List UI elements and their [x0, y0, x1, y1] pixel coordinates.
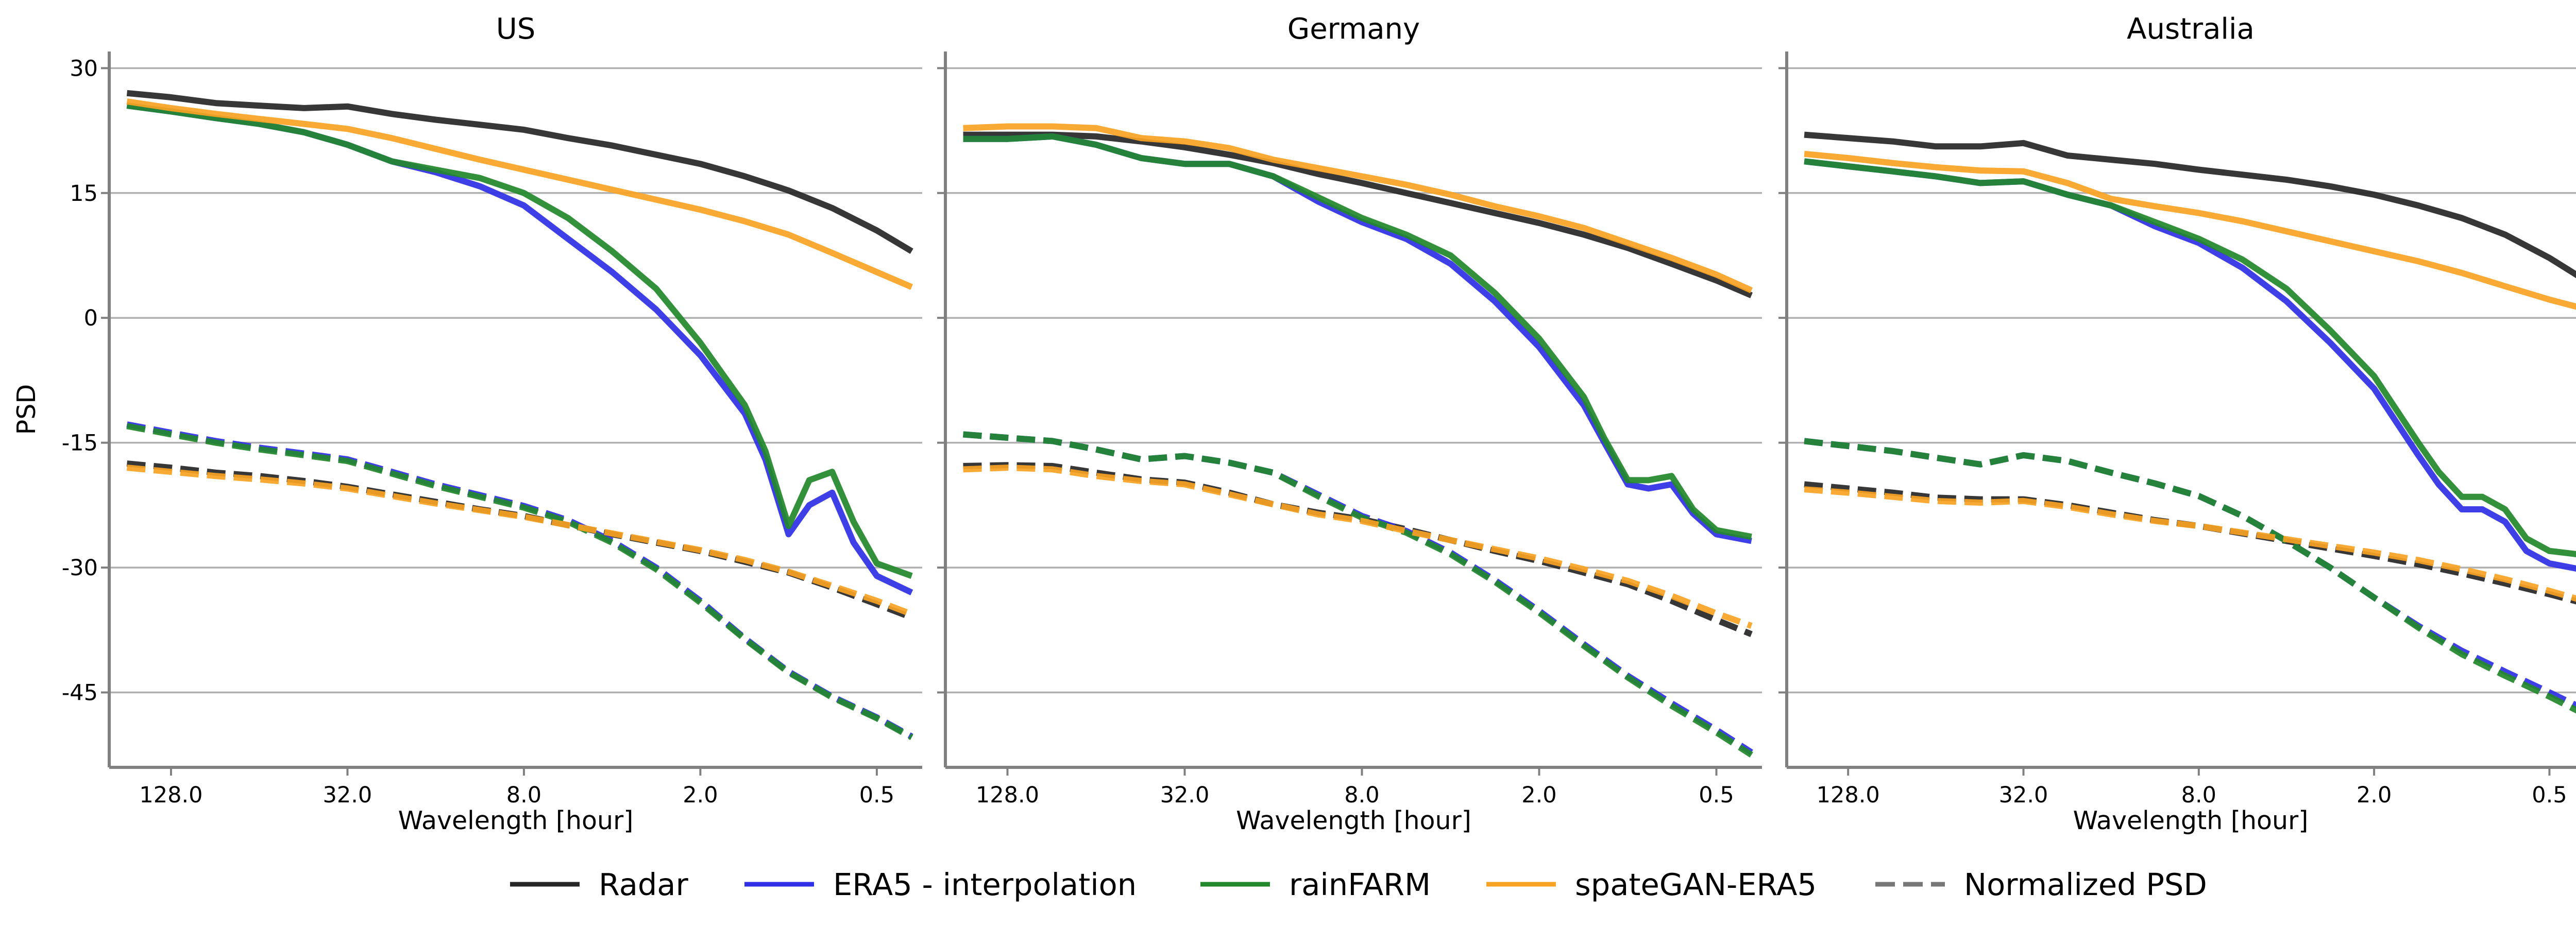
y-tick-label: -15	[62, 431, 98, 456]
legend-entry-radar: Radar	[510, 867, 688, 902]
y-tick-label: -45	[62, 680, 98, 706]
panel-title: US	[496, 12, 536, 46]
x-tick-label: 128.0	[976, 782, 1039, 808]
series-group	[1804, 131, 2576, 714]
y-axis-label: PSD	[12, 384, 41, 435]
panel-title: Australia	[2127, 12, 2255, 46]
x-tick-label: 128.0	[139, 782, 202, 808]
y-tick-label: 30	[70, 56, 98, 81]
y-tick-label: 15	[70, 181, 98, 207]
x-axis-label: Wavelength [hour]	[398, 806, 634, 835]
legend-label: spateGAN-ERA5	[1575, 867, 1817, 902]
x-tick-label: 8.0	[2181, 782, 2216, 808]
series-line-era5-interpolation	[1804, 158, 2576, 572]
series-line-era5-interpolation-normalized	[126, 421, 913, 740]
series-line-rainfarm-normalized	[963, 431, 1753, 758]
y-tick-label: -30	[62, 555, 98, 581]
series-line-rainfarm	[963, 133, 1752, 540]
x-tick-label: 2.0	[2357, 782, 2392, 808]
x-tick-label: 0.5	[2532, 782, 2567, 808]
panel-australia: 128.0 32.0 8.0 2.0 0.5 Australia Wavelength [h…	[1778, 12, 2576, 835]
series-line-rainfarm-normalized	[1804, 438, 2576, 714]
series-line-radar	[1804, 131, 2576, 279]
series-group	[963, 123, 1753, 758]
x-tick-label: 8.0	[1344, 782, 1379, 808]
panels: 30 15 0 -15 -30 -45 128.0 32.0 8.0 2.0 0.5 US Wavele…	[12, 12, 2576, 835]
x-tick-label: 2.0	[683, 782, 718, 808]
x-tick-label: 32.0	[1999, 782, 2048, 808]
x-axis-label: Wavelength [hour]	[2073, 806, 2309, 835]
legend-entry-spategan-era5: spateGAN-ERA5	[1486, 867, 1817, 902]
series-line-rainfarm	[1804, 158, 2576, 557]
series-line-era5-interpolation-normalized	[1804, 438, 2576, 709]
series-line-radar	[126, 90, 913, 254]
series-group	[126, 90, 913, 741]
legend-label: ERA5 - interpolation	[833, 867, 1137, 902]
legend-entry-normalized-psd: Normalized PSD	[1875, 867, 2207, 902]
series-line-spategan-era5	[963, 123, 1753, 294]
x-tick-label: 8.0	[506, 782, 541, 808]
legend-entry-era5-interpolation: ERA5 - interpolation	[744, 867, 1137, 902]
x-tick-label: 32.0	[323, 782, 372, 808]
x-axis-label: Wavelength [hour]	[1236, 806, 1471, 835]
series-line-radar	[963, 131, 1753, 299]
x-tick-label: 0.5	[1699, 782, 1734, 808]
legend-label: Normalized PSD	[1964, 867, 2207, 902]
panel-germany: 128.0 32.0 8.0 2.0 0.5 Germany Wavelength [hou…	[937, 12, 1762, 835]
series-line-radar-normalized	[126, 460, 913, 621]
series-line-rainfarm-normalized	[126, 423, 913, 741]
x-tick-label: 128.0	[1817, 782, 1880, 808]
series-line-rainfarm	[126, 102, 913, 579]
x-tick-label: 0.5	[859, 782, 894, 808]
panel-us: 30 15 0 -15 -30 -45 128.0 32.0 8.0 2.0 0.5 US Wavele…	[62, 12, 922, 835]
panel-title: Germany	[1287, 12, 1420, 46]
series-line-spategan-era5-normalized	[963, 465, 1753, 629]
y-tick-label: 0	[84, 305, 98, 331]
series-line-spategan-era5-normalized	[126, 465, 913, 617]
x-tick-label: 2.0	[1521, 782, 1556, 808]
x-tick-label: 32.0	[1160, 782, 1210, 808]
legend: Radar ERA5 - interpolation rainFARM spateGA…	[510, 867, 2207, 902]
legend-label: Radar	[599, 867, 688, 902]
series-line-spategan-era5	[126, 98, 913, 290]
series-line-radar-normalized	[963, 462, 1753, 637]
legend-entry-rainfarm: rainFARM	[1200, 867, 1431, 902]
legend-label: rainFARM	[1289, 867, 1431, 902]
series-line-spategan-era5	[1804, 150, 2576, 310]
